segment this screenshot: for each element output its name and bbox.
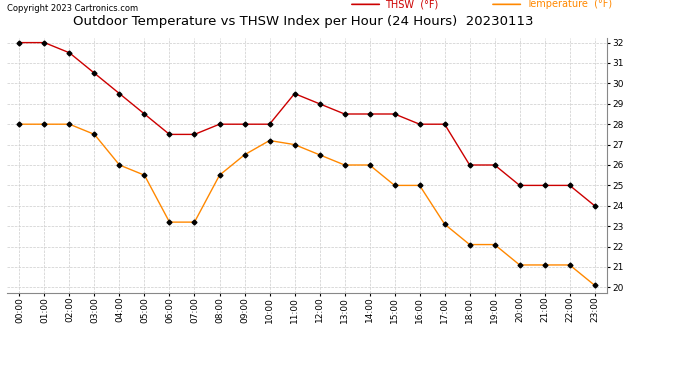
Text: THSW  (°F): THSW (°F) [385, 0, 438, 9]
Text: Outdoor Temperature vs THSW Index per Hour (24 Hours)  20230113: Outdoor Temperature vs THSW Index per Ho… [73, 15, 534, 28]
Text: Copyright 2023 Cartronics.com: Copyright 2023 Cartronics.com [7, 4, 138, 13]
Text: Temperature  (°F): Temperature (°F) [526, 0, 612, 9]
